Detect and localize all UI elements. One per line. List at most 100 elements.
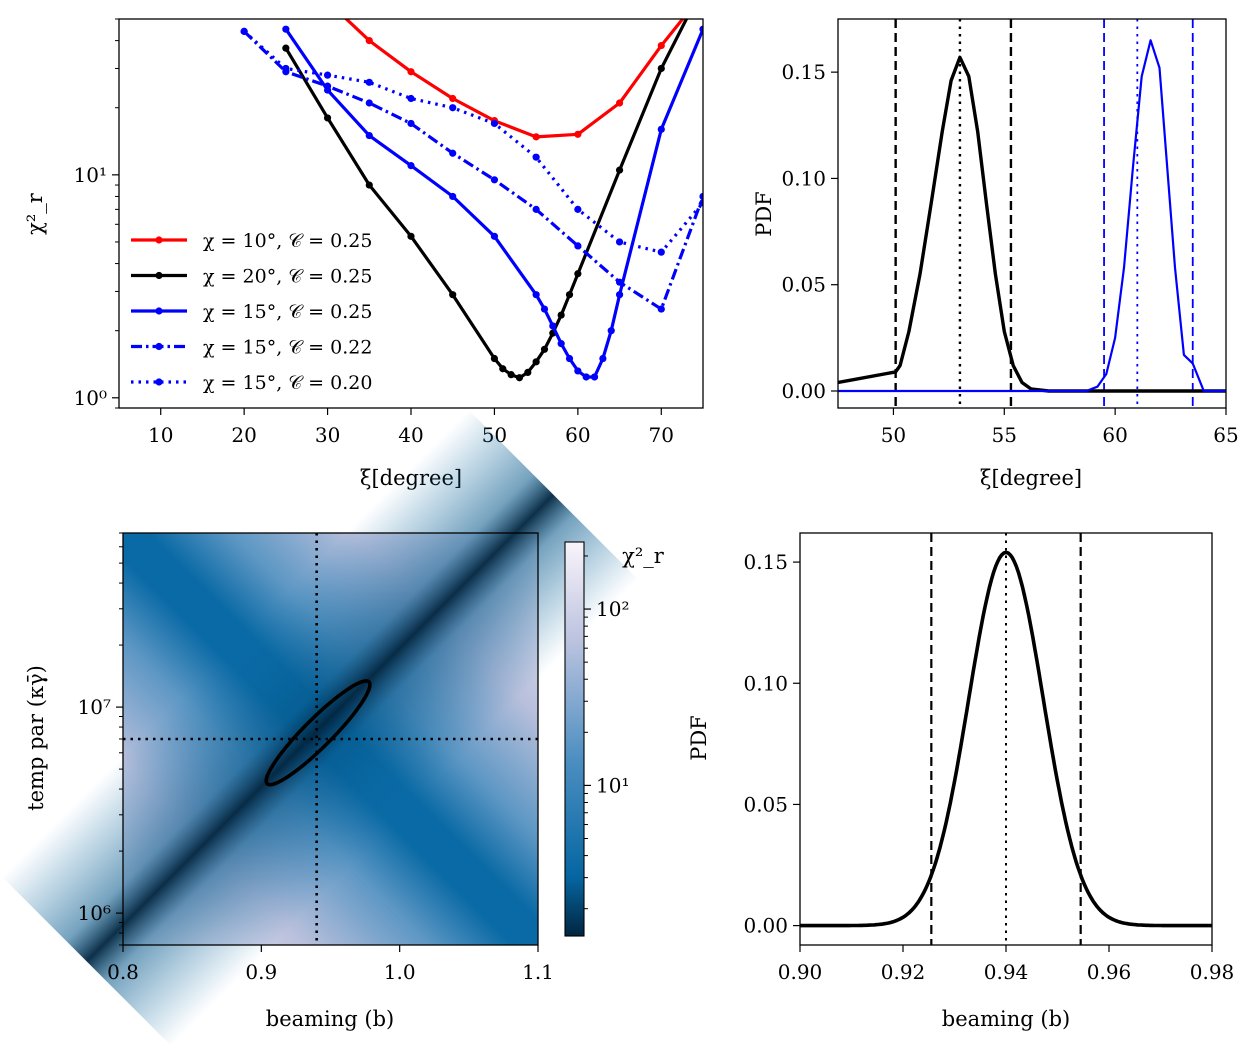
x-tick-label: 65 xyxy=(1213,423,1238,447)
data-point xyxy=(490,232,499,240)
y-tick-label: 0.10 xyxy=(781,166,826,190)
data-point xyxy=(549,322,557,330)
legend-marker xyxy=(155,271,163,280)
data-point xyxy=(574,205,582,213)
data-point xyxy=(574,367,582,375)
series-line-4 xyxy=(243,30,703,254)
colorbar-tick-label: 10¹ xyxy=(596,773,629,797)
data-point xyxy=(515,374,524,382)
data-point xyxy=(565,354,574,363)
data-point xyxy=(449,192,457,201)
x-tick-label: 70 xyxy=(649,423,674,447)
data-point xyxy=(532,153,540,161)
x-tick-label: 1.0 xyxy=(384,960,416,984)
series-line-3 xyxy=(242,30,703,311)
data-point xyxy=(282,25,290,33)
data-point xyxy=(532,358,540,366)
y-axis-label: PDF xyxy=(752,191,776,237)
data-point xyxy=(407,119,415,128)
legend-marker xyxy=(155,342,163,351)
x-tick-label: 0.90 xyxy=(778,960,823,984)
y-tick-label: 0.10 xyxy=(743,671,788,695)
data-point xyxy=(490,119,499,128)
x-tick-label: 10 xyxy=(148,423,173,447)
data-point xyxy=(565,291,574,299)
data-point xyxy=(657,41,665,50)
x-axis-label: beaming (b) xyxy=(942,1007,1071,1031)
data-point xyxy=(365,131,373,140)
confidence-contour xyxy=(264,679,372,787)
data-point xyxy=(490,176,499,184)
data-point xyxy=(615,238,624,246)
data-point xyxy=(590,373,599,381)
data-point xyxy=(699,192,703,201)
data-point xyxy=(524,368,532,376)
x-tick-label: 50 xyxy=(881,423,906,447)
data-point xyxy=(657,64,665,73)
data-point xyxy=(365,78,373,86)
x-axis-label: beaming (b) xyxy=(266,1007,395,1031)
data-point xyxy=(449,149,457,157)
x-tick-label: 1.1 xyxy=(522,960,554,984)
x-tick-label: 0.9 xyxy=(245,960,277,984)
x-axis-label: ξ[degree] xyxy=(980,466,1082,490)
data-point xyxy=(574,130,582,138)
data-point xyxy=(499,365,507,373)
x-tick-label: 20 xyxy=(231,423,256,447)
x-tick-label: 0.92 xyxy=(881,960,926,984)
y-tick-label: 0.15 xyxy=(781,60,826,84)
data-point xyxy=(540,305,549,313)
data-point xyxy=(449,104,457,112)
panel-pdf-xi: 50 55 60 65 0.00 0.05 0.10 0.15 ξ[degree] PDF xyxy=(752,18,1239,490)
data-point xyxy=(407,162,415,170)
legend-marker xyxy=(155,307,163,315)
data-point xyxy=(699,25,703,33)
data-point xyxy=(657,125,665,133)
y-tick-label: 10⁷ xyxy=(78,695,111,719)
y-tick-label: 0.05 xyxy=(781,273,826,297)
data-point xyxy=(407,68,415,76)
x-tick-label: 60 xyxy=(1102,423,1127,447)
data-point xyxy=(324,0,331,5)
y-tick-label: 0.00 xyxy=(743,914,788,938)
x-tick-label: 55 xyxy=(992,423,1017,447)
colorbar xyxy=(564,541,585,937)
data-point xyxy=(657,305,665,313)
series-line-2 xyxy=(284,28,703,379)
data-point xyxy=(540,345,549,353)
panel-pdf-beaming: 0.90 0.92 0.94 0.96 0.98 0.00 0.05 0.10 0.15 bea… xyxy=(687,532,1234,1031)
data-point xyxy=(574,270,582,278)
data-point xyxy=(574,242,582,250)
axes-frame xyxy=(837,18,1227,409)
legend-label-0: χ = 10°, 𝒞 = 0.25 xyxy=(203,230,372,252)
y-tick-label: 10⁶ xyxy=(78,901,111,925)
x-tick-label: 0.8 xyxy=(107,960,139,984)
data-point xyxy=(365,99,373,107)
legend-label-4: χ = 15°, 𝒞 = 0.20 xyxy=(203,372,372,394)
x-tick-label: 30 xyxy=(315,423,340,447)
data-point xyxy=(449,291,457,299)
data-point xyxy=(607,327,615,335)
data-point xyxy=(615,291,624,299)
colorbar-label: χ²_r xyxy=(622,544,665,568)
panel-heatmap-beaming-temp: 0.8 0.9 1.0 1.1 10⁶ 10⁷ 10¹ 10² χ²_r beaming (… xyxy=(1,409,665,1047)
y-axis-label: PDF xyxy=(687,715,711,761)
series-line-0 xyxy=(344,19,685,139)
data-point xyxy=(699,199,703,207)
data-point xyxy=(323,71,332,79)
data-point xyxy=(282,44,290,52)
y-axis-label: temp par (κγ̄) xyxy=(24,665,48,811)
pdf-curve-0 xyxy=(838,55,1226,393)
data-point xyxy=(582,373,590,381)
data-point xyxy=(490,354,499,363)
data-point xyxy=(532,205,540,213)
data-point xyxy=(532,133,540,141)
y-tick-label: 0.00 xyxy=(781,379,826,403)
data-point xyxy=(407,94,415,103)
data-point xyxy=(532,291,540,299)
data-point xyxy=(323,82,332,90)
y-tick-label: 10⁰ xyxy=(74,386,107,410)
heatmap-valley xyxy=(1,409,639,1047)
